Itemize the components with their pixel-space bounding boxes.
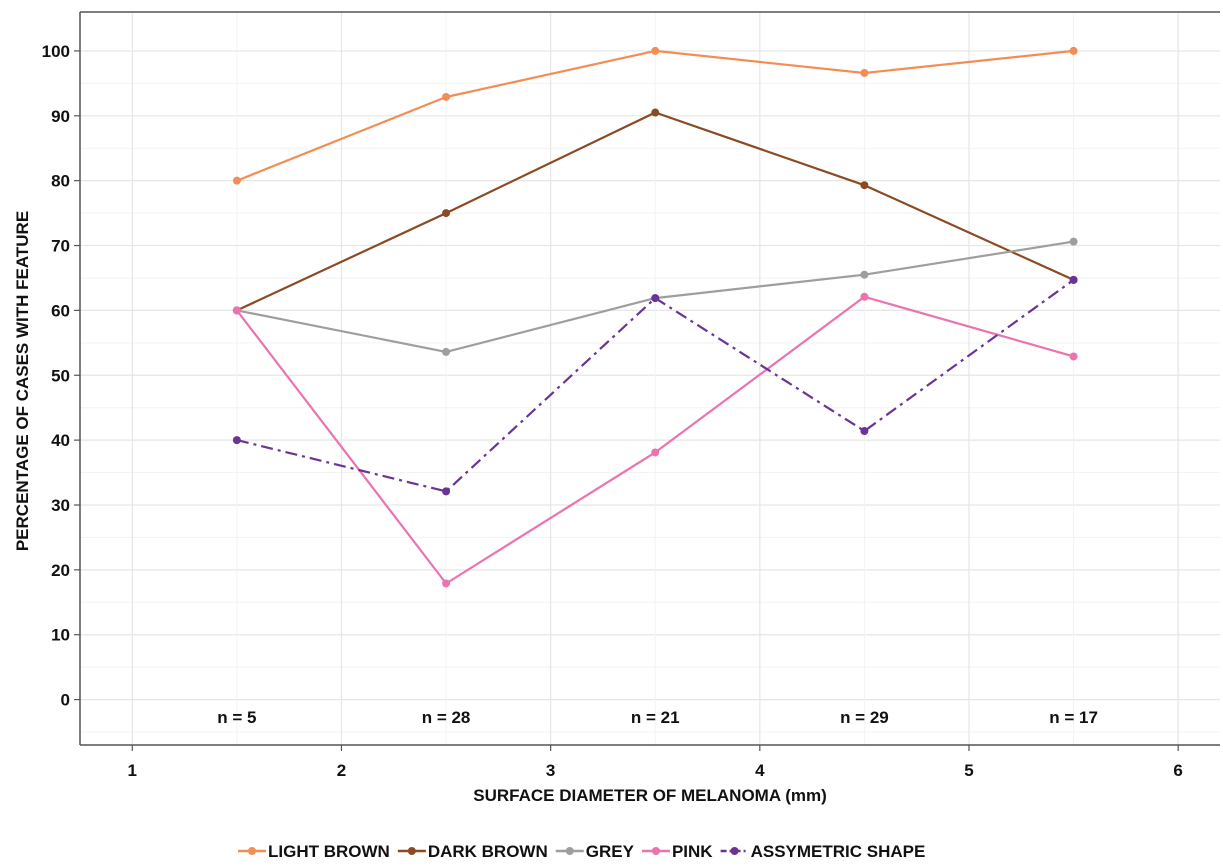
sample-size-labels: n = 5 n = 28 n = 21 n = 29 n = 17 (217, 708, 1098, 727)
y-tick-label: 60 (51, 301, 70, 320)
legend-label: DARK BROWN (428, 842, 548, 861)
legend-swatch-marker (248, 847, 256, 855)
data-point (232, 306, 241, 315)
y-tick-label: 30 (51, 496, 70, 515)
legend-label: ASSYMETRIC SHAPE (751, 842, 926, 861)
data-point (651, 108, 660, 117)
sample-size-label: n = 17 (1049, 708, 1098, 727)
data-point (651, 294, 660, 303)
y-tick-labels: 0 10 20 30 40 50 60 70 80 90 100 (42, 42, 80, 710)
legend-item: LIGHT BROWN (238, 842, 390, 861)
legend-swatch-marker (565, 847, 574, 855)
y-tick-label: 0 (61, 691, 70, 710)
data-point (442, 487, 451, 496)
data-point (1069, 275, 1078, 284)
y-tick-label: 40 (51, 431, 70, 450)
data-point (442, 347, 451, 356)
y-tick-label: 80 (51, 172, 70, 191)
x-tick-label: 4 (755, 761, 765, 780)
y-tick-label: 10 (51, 626, 70, 645)
data-point (860, 270, 869, 279)
sample-size-label: n = 29 (840, 708, 889, 727)
sample-size-label: n = 5 (217, 708, 256, 727)
x-tick-label: 6 (1173, 761, 1182, 780)
legend-swatch-marker (730, 847, 739, 855)
data-point (232, 436, 241, 445)
data-point (1069, 352, 1078, 361)
axes (79, 11, 1220, 746)
y-axis-title: PERCENTAGE OF CASES WITH FEATURE (13, 211, 32, 551)
legend-item: GREY (555, 842, 635, 861)
legend-label: PINK (672, 842, 713, 861)
data-point (860, 292, 869, 301)
data-point (651, 46, 660, 55)
legend: LIGHT BROWN DARK BROWN GREY PINK ASSYMETRIC … (238, 842, 925, 861)
sample-size-label: n = 21 (631, 708, 680, 727)
x-tick-labels: 1 2 3 4 5 6 (128, 745, 1183, 780)
legend-swatch-marker (651, 847, 660, 855)
data-point (232, 176, 241, 185)
plot-background (80, 12, 1220, 745)
data-point (442, 92, 451, 101)
data-point (1069, 46, 1078, 55)
sample-size-label: n = 28 (422, 708, 471, 727)
data-point (860, 427, 869, 436)
data-point (442, 579, 451, 588)
data-point (860, 181, 869, 190)
data-point (860, 68, 869, 77)
data-point (651, 448, 660, 457)
data-point (1069, 237, 1078, 246)
legend-label: GREY (586, 842, 635, 861)
legend-item: PINK (641, 842, 713, 861)
x-tick-label: 5 (964, 761, 973, 780)
series (232, 46, 1078, 588)
y-tick-label: 100 (42, 42, 70, 61)
legend-swatch-marker (407, 847, 416, 855)
legend-item: DARK BROWN (397, 842, 548, 861)
series-assymetric-shape (232, 275, 1078, 496)
y-tick-label: 90 (51, 107, 70, 126)
y-tick-label: 70 (51, 237, 70, 256)
x-tick-label: 1 (128, 761, 137, 780)
x-tick-label: 3 (546, 761, 555, 780)
y-tick-label: 20 (51, 561, 70, 580)
legend-item: ASSYMETRIC SHAPE (720, 842, 926, 861)
grid (80, 12, 1220, 745)
series-light-brown (232, 46, 1078, 185)
series-pink (232, 292, 1078, 588)
x-tick-label: 2 (337, 761, 346, 780)
legend-label: LIGHT BROWN (268, 842, 390, 861)
data-point (442, 209, 451, 218)
y-tick-label: 50 (51, 366, 70, 385)
x-axis-title: SURFACE DIAMETER OF MELANOMA (mm) (473, 786, 827, 805)
